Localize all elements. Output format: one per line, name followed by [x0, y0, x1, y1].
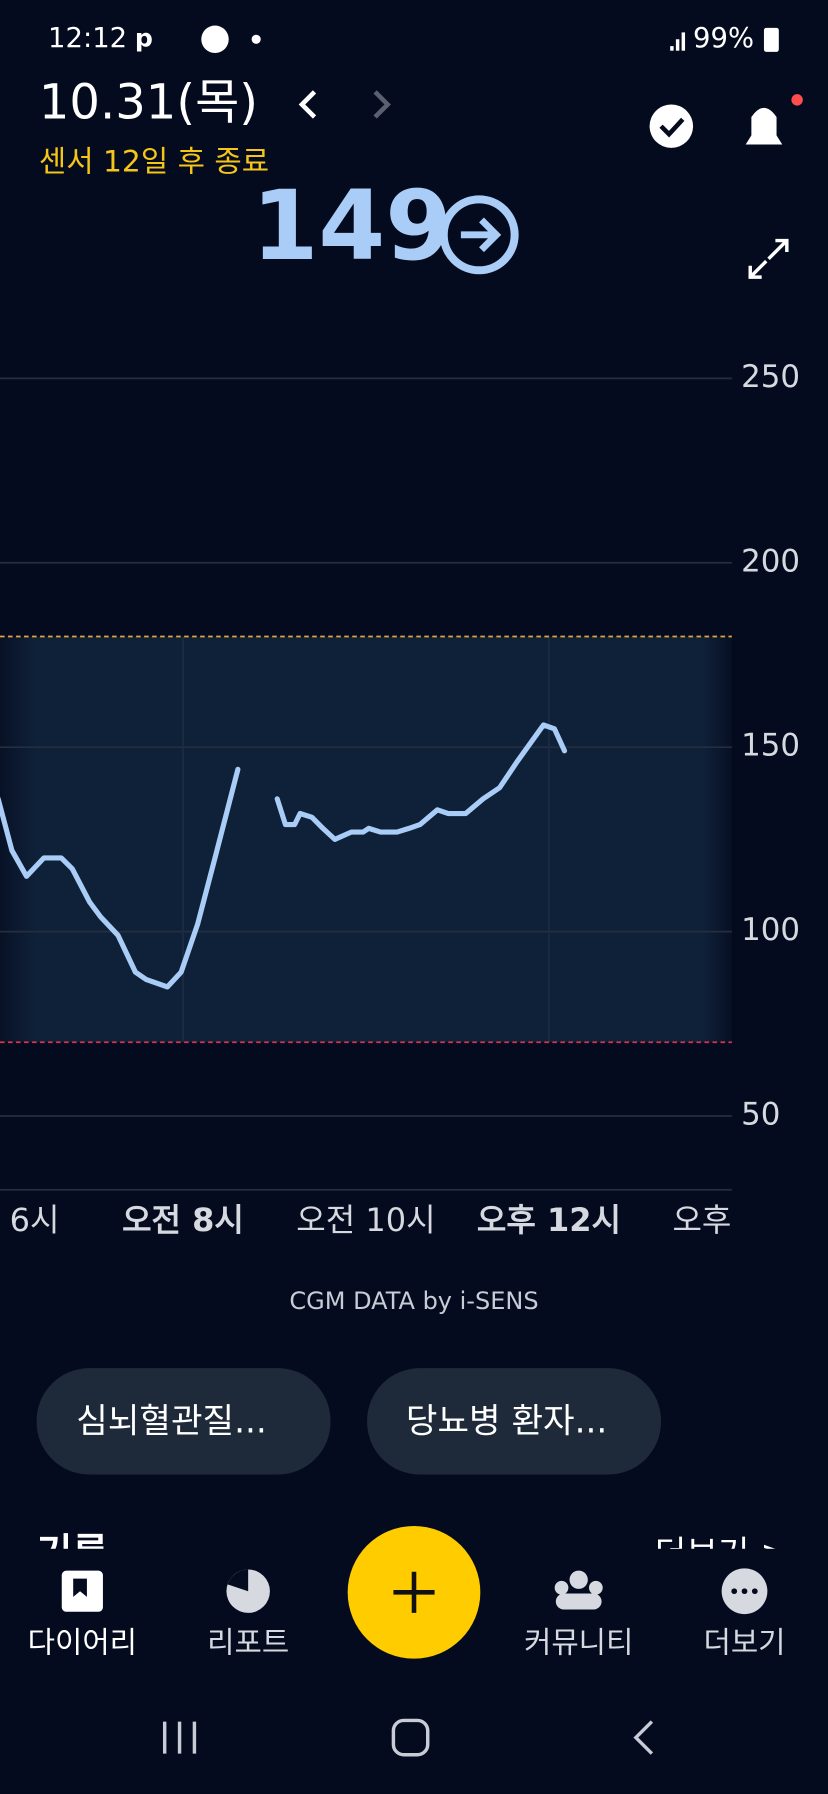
y-tick-label: 250	[741, 359, 800, 395]
status-time: 12:12	[48, 23, 127, 54]
target-range	[0, 636, 732, 1043]
system-back[interactable]	[633, 1720, 654, 1755]
x-tick-label: 오후 12시	[477, 1201, 621, 1239]
data-source: CGM DATA by i-SENS	[289, 1287, 538, 1315]
nav-icon	[588, 1580, 603, 1595]
date: 10.31(목)	[39, 75, 258, 131]
nav-icon	[554, 1580, 569, 1595]
verified-check	[659, 117, 685, 138]
status-battery: 99%	[693, 23, 754, 54]
nav-icon-detail	[731, 1588, 738, 1595]
y-tick-label: 100	[741, 912, 800, 948]
nav-icon-detail	[741, 1588, 748, 1595]
chip-label: 심뇌혈관질...	[76, 1402, 266, 1442]
nav-label[interactable]: 리포트	[207, 1625, 289, 1660]
nav-icon-detail	[227, 1569, 249, 1592]
x-tick-label: 오전 8시	[122, 1201, 244, 1239]
system-home[interactable]	[391, 1718, 430, 1757]
nav-icon[interactable]	[569, 1570, 588, 1589]
glucose-line	[0, 722, 568, 990]
status-icon	[201, 25, 229, 53]
trend-arrow	[439, 195, 519, 275]
signal-icon	[675, 39, 680, 51]
sensor-notice: 센서 12일 후 종료	[39, 144, 269, 179]
x-tick-label: 오전 10시	[296, 1201, 435, 1239]
prev-button[interactable]	[298, 90, 317, 119]
section-clip: 기록 더보기 >	[37, 1531, 790, 1576]
y-tick-label: 150	[741, 728, 800, 764]
section-title: 기록	[37, 1531, 109, 1576]
status-icon: p	[135, 23, 153, 52]
x-tick-label: 오전 6시	[0, 1201, 59, 1239]
signal-icon	[670, 46, 674, 51]
nav-label[interactable]: 커뮤니티	[524, 1625, 633, 1660]
signal-icon	[681, 32, 686, 51]
chip[interactable]	[36, 1368, 331, 1475]
nav-label[interactable]: 다이어리	[28, 1625, 137, 1660]
next-button[interactable]	[373, 90, 391, 119]
section-more[interactable]: 더보기 >	[655, 1534, 789, 1574]
status-icon	[251, 34, 261, 44]
verified-icon[interactable]	[649, 104, 694, 148]
y-axis: 50 100 150 200 250	[741, 359, 800, 1133]
expand-button[interactable]	[748, 238, 789, 279]
add-icon	[393, 1571, 435, 1613]
y-tick-label: 50	[741, 1097, 780, 1133]
nav-icon	[555, 1593, 602, 1610]
nav-icon-detail	[73, 1578, 87, 1597]
x-tick-label: 오후 2시	[672, 1201, 791, 1239]
system-recents[interactable]	[162, 1721, 197, 1754]
trend-arrow-head	[460, 217, 502, 253]
battery-icon	[763, 27, 779, 52]
bell-icon[interactable]	[745, 107, 783, 145]
current-glucose: 149	[252, 170, 453, 282]
nav-icon-detail	[751, 1588, 758, 1595]
y-tick-label: 200	[741, 543, 800, 579]
glucose-chart: 오전 6시 오전 8시 오전 10시 오후 12시 오후 2시	[0, 377, 791, 1239]
chip[interactable]	[367, 1368, 662, 1475]
nav-label[interactable]: 더보기	[703, 1625, 785, 1660]
chip-label: 당뇨병 환자...	[406, 1402, 607, 1442]
notification-dot	[791, 94, 803, 106]
